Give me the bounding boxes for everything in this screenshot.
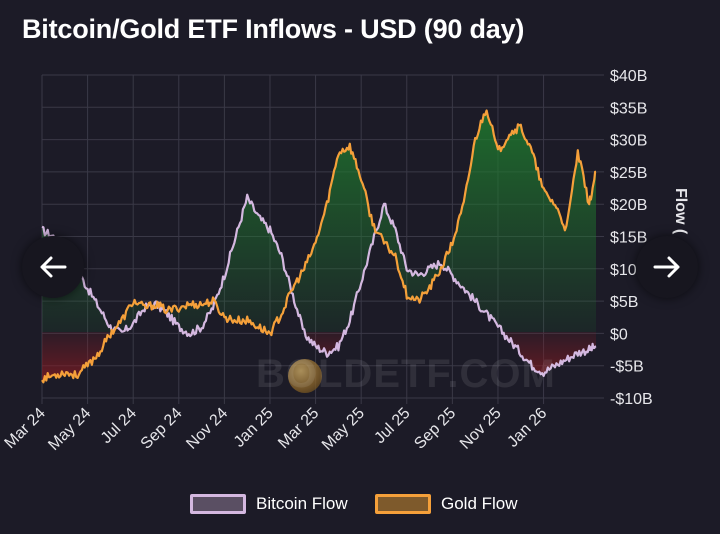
x-tick-label: Sep 25 — [411, 405, 459, 453]
series-lines — [41, 109, 597, 384]
legend-bitcoin-swatch — [190, 494, 246, 514]
positive-flow-fill — [42, 110, 596, 332]
right-arrow-icon — [653, 256, 680, 278]
difference-fill — [42, 110, 596, 383]
y-tick-label: $30B — [610, 133, 647, 150]
chart-title: Bitcoin/Gold ETF Inflows - USD (90 day) — [22, 14, 525, 44]
y-tick-label: $35B — [610, 100, 647, 117]
x-tick-label: May 24 — [45, 405, 94, 454]
legend-gold-swatch — [375, 494, 431, 514]
previous-button[interactable] — [22, 236, 84, 298]
y-tick-label: $40B — [610, 68, 647, 85]
x-tick-label: Nov 25 — [457, 405, 505, 453]
bitcoin-flow-line — [41, 193, 597, 377]
x-tick-label: Mar 24 — [2, 405, 49, 452]
next-button[interactable] — [636, 236, 698, 298]
left-arrow-icon — [40, 256, 67, 278]
y-tick-label: -$5B — [610, 359, 644, 376]
legend-gold-label: Gold Flow — [441, 494, 518, 513]
x-tick-label: Mar 25 — [275, 405, 322, 452]
gold-flow-line — [41, 109, 597, 384]
y-tick-label: $15B — [610, 230, 647, 247]
y-tick-label: -$10B — [610, 391, 653, 408]
x-tick-label: Jan 26 — [504, 405, 550, 451]
watermark-coin-icon — [288, 359, 322, 393]
x-tick-label: Jul 25 — [371, 405, 413, 447]
legend-bitcoin[interactable]: Bitcoin Flow — [190, 494, 348, 514]
y-tick-label: $0 — [610, 326, 628, 343]
x-tick-label: Nov 24 — [183, 405, 231, 453]
x-tick-label: Jan 25 — [231, 405, 277, 451]
x-tick-label: Sep 24 — [138, 405, 186, 453]
y-tick-label: $20B — [610, 197, 647, 214]
y-tick-label: $25B — [610, 165, 647, 182]
x-tick-label: Jul 24 — [98, 405, 140, 447]
y-axis: -$10B-$5B$0$5B$10B$15B$20B$25B$30B$35B$4… — [610, 68, 653, 408]
negative-flow-fill — [42, 332, 596, 383]
x-tick-label: May 25 — [319, 405, 368, 454]
watermark: BOLDETF.COM — [256, 352, 556, 396]
legend-bitcoin-label: Bitcoin Flow — [256, 494, 348, 513]
y-axis-title: Flow ( — [672, 188, 689, 235]
legend-gold[interactable]: Gold Flow — [375, 494, 518, 514]
y-tick-label: $5B — [610, 294, 638, 311]
